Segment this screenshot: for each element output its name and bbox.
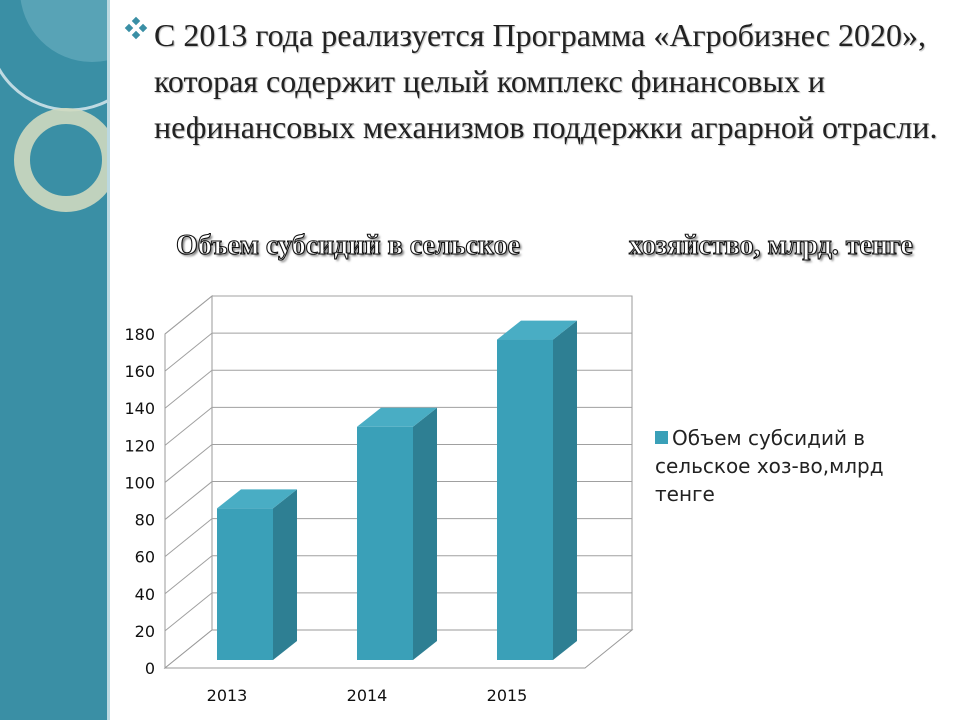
gridline <box>164 443 632 483</box>
bar-side-2013 <box>273 489 297 660</box>
chart-title-part-2: хозяйство, млрд. тенге <box>628 229 913 261</box>
x-tick-label: 2013 <box>207 686 248 705</box>
gridline <box>164 481 632 520</box>
legend-label: Объем субсидий в сельское хоз-во,млрд те… <box>655 426 884 506</box>
chart-title-part-1: Объем субсидий в сельское <box>175 229 521 261</box>
y-tick-label: 20 <box>135 622 155 641</box>
legend-swatch <box>655 431 668 444</box>
chart-legend: Объем субсидий в сельское хоз-во,млрд те… <box>655 424 935 508</box>
y-tick-label: 0 <box>145 659 155 678</box>
gridline <box>164 518 632 558</box>
bar-2014 <box>357 426 413 660</box>
bar-2013 <box>217 508 273 660</box>
x-tick-label: 2015 <box>487 686 528 705</box>
gridline <box>164 332 632 372</box>
y-tick-label: 60 <box>135 548 155 567</box>
bar-top-2013 <box>217 489 297 509</box>
bar-top-2015 <box>497 320 577 340</box>
decorative-circles-icon <box>0 0 107 212</box>
diamond-bullet-icon <box>124 16 148 40</box>
gridline <box>164 592 632 632</box>
y-tick-label: 40 <box>135 585 155 604</box>
decorative-sidebar <box>0 0 107 720</box>
body-text: С 2013 года реализуется Программа «Агроб… <box>154 17 938 145</box>
y-tick-label: 140 <box>124 399 155 418</box>
y-tick-label: 80 <box>135 511 155 530</box>
gridline <box>164 555 632 595</box>
gridline <box>164 406 632 446</box>
bar-2015 <box>497 339 553 660</box>
bar-side-2014 <box>413 407 437 660</box>
bar-side-2015 <box>553 320 577 660</box>
x-tick-label: 2014 <box>347 686 388 705</box>
y-tick-label: 120 <box>124 436 155 455</box>
bar-top-2014 <box>357 407 437 427</box>
y-tick-label: 180 <box>124 325 155 344</box>
gridline <box>164 369 632 409</box>
y-tick-label: 100 <box>124 473 155 492</box>
gridline <box>164 295 632 335</box>
sidebar-divider <box>107 0 110 720</box>
y-tick-label: 160 <box>124 362 155 381</box>
